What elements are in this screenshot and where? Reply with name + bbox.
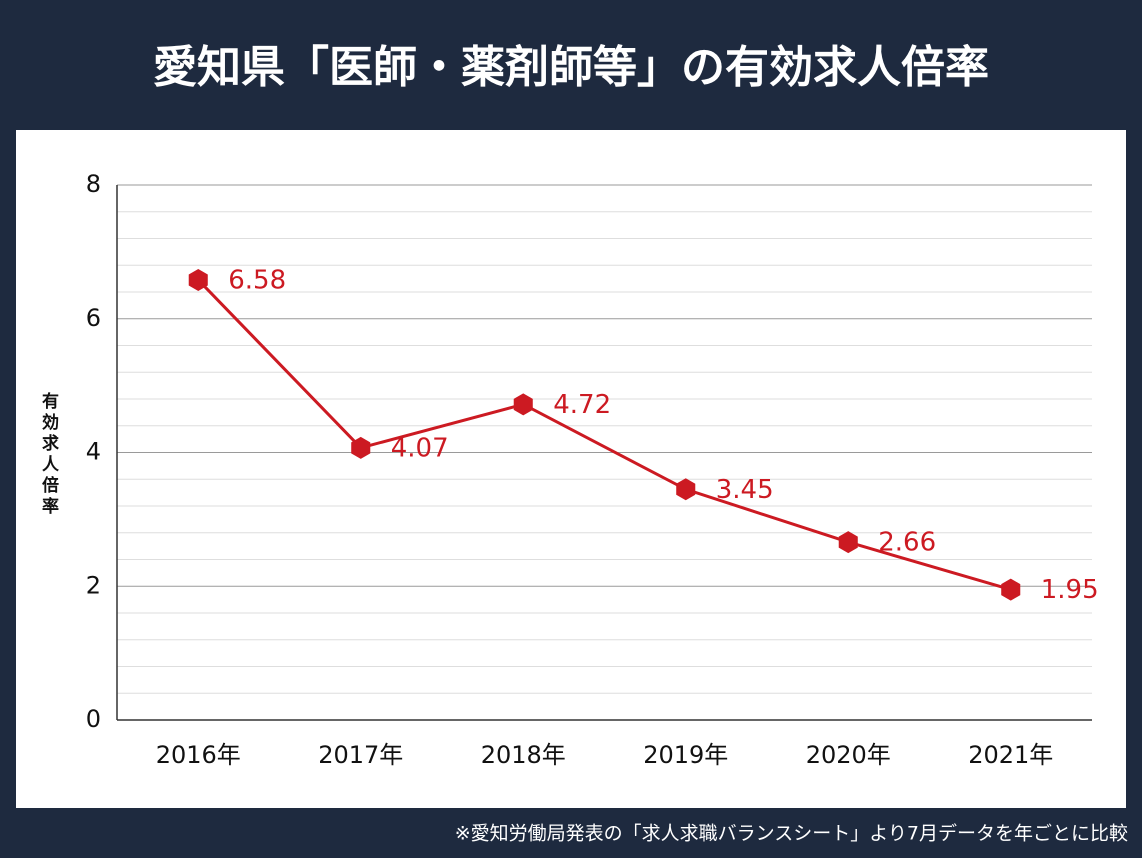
data-label: 1.95 <box>1041 575 1099 605</box>
x-tick-label: 2021年 <box>968 741 1053 769</box>
data-point <box>188 268 208 291</box>
data-label: 2.66 <box>878 528 936 558</box>
y-tick-label: 8 <box>86 170 101 198</box>
x-tick-label: 2017年 <box>318 741 403 769</box>
x-tick-label: 2020年 <box>806 741 891 769</box>
y-tick-label: 6 <box>86 304 101 332</box>
data-label: 4.07 <box>391 433 449 463</box>
y-axis-label: 有効求人倍率 <box>38 391 59 518</box>
y-tick-label: 4 <box>86 438 101 466</box>
x-tick-label: 2019年 <box>643 741 728 769</box>
y-tick-label: 2 <box>86 571 101 599</box>
chart-panel <box>16 130 1126 808</box>
data-label: 6.58 <box>228 265 286 295</box>
data-label: 3.45 <box>716 475 774 505</box>
data-point <box>513 393 533 416</box>
y-tick-label: 0 <box>86 705 101 733</box>
x-tick-label: 2016年 <box>156 741 241 769</box>
data-point <box>676 478 696 501</box>
data-line <box>197 278 1012 592</box>
footnote: ※愛知労働局発表の「求人求職バランスシート」より7月データを年ごとに比較 <box>455 823 1128 845</box>
x-tick-label: 2018年 <box>481 741 566 769</box>
data-point <box>351 436 371 459</box>
data-point <box>1001 578 1021 601</box>
chart-title: 愛知県「医師・薬剤師等」の有効求人倍率 <box>153 42 989 93</box>
data-label: 4.72 <box>553 390 611 420</box>
data-point <box>838 531 858 554</box>
